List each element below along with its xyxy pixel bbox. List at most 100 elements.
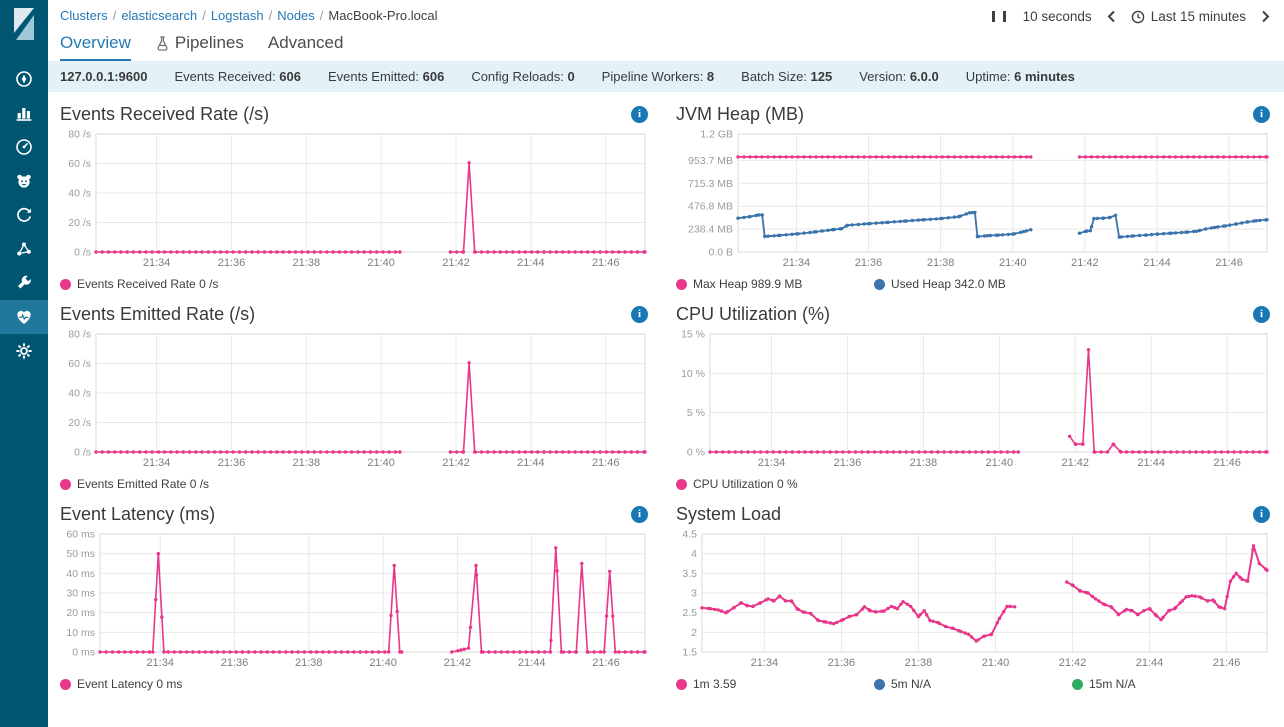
svg-text:21:46: 21:46 bbox=[592, 257, 620, 269]
sidebar-item-discover[interactable] bbox=[0, 62, 48, 96]
sidebar-item-monitoring[interactable] bbox=[0, 300, 48, 334]
chart-legend: Events Emitted Rate 0 /s bbox=[60, 474, 648, 491]
breadcrumb-link[interactable]: Logstash bbox=[210, 8, 264, 23]
svg-text:40 /s: 40 /s bbox=[68, 388, 91, 400]
svg-text:21:42: 21:42 bbox=[1059, 657, 1087, 669]
legend-label: Events Received Rate 0 /s bbox=[77, 277, 219, 291]
pause-button[interactable] bbox=[991, 11, 1008, 22]
svg-text:10 ms: 10 ms bbox=[66, 627, 95, 639]
chart-title: Events Emitted Rate (/s) bbox=[60, 303, 256, 324]
beaker-icon bbox=[157, 35, 168, 51]
info-icon[interactable]: i bbox=[631, 305, 648, 323]
svg-text:0 /s: 0 /s bbox=[74, 247, 91, 259]
svg-text:21:46: 21:46 bbox=[1213, 457, 1241, 469]
chevron-left-icon[interactable] bbox=[1107, 10, 1116, 23]
breadcrumb-link[interactable]: Nodes bbox=[277, 8, 315, 23]
legend-item[interactable]: Used Heap 342.0 MB bbox=[874, 277, 1072, 291]
tab-pipelines[interactable]: Pipelines bbox=[155, 33, 244, 61]
svg-text:21:42: 21:42 bbox=[1071, 257, 1099, 269]
svg-text:50 ms: 50 ms bbox=[66, 548, 95, 560]
svg-text:3.5: 3.5 bbox=[682, 568, 697, 580]
sidebar-item-timelion[interactable] bbox=[0, 164, 48, 198]
status-transport-address: 127.0.0.1:9600 bbox=[60, 69, 148, 84]
legend-item[interactable]: 5m N/A bbox=[874, 677, 1072, 691]
line-chart-jvm-heap[interactable]: 0.0 B 238.4 MB 476.8 MB 715.3 MB 953.7 MB 1.2… bbox=[676, 128, 1270, 274]
line-chart-event-latency[interactable]: 0 ms 10 ms 20 ms 30 ms 40 ms 50 ms 60 ms 21:34 2… bbox=[60, 528, 648, 674]
svg-text:21:38: 21:38 bbox=[295, 657, 323, 669]
refresh-interval[interactable]: 10 seconds bbox=[1022, 9, 1092, 24]
tab-label: Advanced bbox=[267, 33, 344, 52]
svg-text:21:46: 21:46 bbox=[592, 457, 620, 469]
svg-text:953.7 MB: 953.7 MB bbox=[688, 155, 733, 167]
lion-icon bbox=[17, 174, 31, 188]
breadcrumb-link[interactable]: elasticsearch bbox=[121, 8, 198, 23]
svg-text:21:34: 21:34 bbox=[751, 657, 779, 669]
line-chart-events-emitted-rate[interactable]: 0 /s 20 /s 40 /s 60 /s 80 /s 21:34 21:36 21:38 2… bbox=[60, 328, 648, 474]
legend-item[interactable]: Events Received Rate 0 /s bbox=[60, 277, 256, 291]
svg-text:80 /s: 80 /s bbox=[68, 129, 91, 141]
chart-title: JVM Heap (MB) bbox=[676, 103, 805, 124]
heart-pulse-icon bbox=[17, 310, 31, 324]
svg-text:21:40: 21:40 bbox=[367, 457, 395, 469]
svg-text:30 ms: 30 ms bbox=[66, 588, 95, 600]
svg-text:21:46: 21:46 bbox=[1215, 257, 1243, 269]
svg-text:80 /s: 80 /s bbox=[68, 329, 91, 341]
legend-item[interactable]: CPU Utilization 0 % bbox=[676, 477, 874, 491]
legend-item[interactable]: 15m N/A bbox=[1072, 677, 1270, 691]
svg-text:15 %: 15 % bbox=[681, 329, 705, 341]
legend-dot-icon bbox=[60, 478, 71, 490]
info-icon[interactable]: i bbox=[1253, 305, 1270, 323]
sidebar-item-machine-learning[interactable] bbox=[0, 232, 48, 266]
svg-text:4: 4 bbox=[691, 548, 697, 560]
info-icon[interactable]: i bbox=[631, 505, 648, 523]
svg-text:21:36: 21:36 bbox=[218, 257, 246, 269]
sidebar-item-visualize[interactable] bbox=[0, 96, 48, 130]
legend-item[interactable]: 1m 3.59 bbox=[676, 677, 874, 691]
svg-text:21:34: 21:34 bbox=[758, 457, 786, 469]
svg-text:5 %: 5 % bbox=[687, 407, 705, 419]
kibana-logo[interactable] bbox=[0, 0, 48, 48]
sidebar-item-graph[interactable] bbox=[0, 198, 48, 232]
breadcrumb-separator: / bbox=[202, 8, 206, 23]
chart-panel-jvm-heap: JVM Heap (MB) i 0.0 B 238.4 MB 476.8 MB 715.… bbox=[676, 100, 1270, 294]
tab-overview[interactable]: Overview bbox=[60, 33, 131, 61]
line-chart-cpu-utilization[interactable]: 0 % 5 % 10 % 15 % 21:34 21:36 21:38 21:40 21:42 2… bbox=[676, 328, 1270, 474]
chart-title: CPU Utilization (%) bbox=[676, 303, 831, 324]
svg-text:21:42: 21:42 bbox=[1061, 457, 1089, 469]
app-sidebar bbox=[0, 0, 48, 727]
legend-label: CPU Utilization 0 % bbox=[693, 477, 798, 491]
svg-text:2: 2 bbox=[691, 627, 697, 639]
info-icon[interactable]: i bbox=[1253, 105, 1270, 123]
sidebar-item-dev-tools[interactable] bbox=[0, 266, 48, 300]
tab-advanced[interactable]: Advanced bbox=[268, 33, 344, 61]
svg-text:21:34: 21:34 bbox=[143, 457, 171, 469]
tab-label: Overview bbox=[60, 33, 131, 52]
svg-text:20 ms: 20 ms bbox=[66, 607, 95, 619]
clock-icon bbox=[1131, 10, 1144, 23]
legend-item[interactable]: Events Emitted Rate 0 /s bbox=[60, 477, 256, 491]
svg-text:21:46: 21:46 bbox=[592, 657, 620, 669]
sidebar-item-management[interactable] bbox=[0, 334, 48, 368]
info-icon[interactable]: i bbox=[1253, 505, 1270, 523]
time-range-label: Last 15 minutes bbox=[1150, 9, 1246, 24]
chevron-right-icon[interactable] bbox=[1261, 10, 1270, 23]
time-range-picker[interactable]: Last 15 minutes bbox=[1131, 9, 1246, 24]
line-chart-system-load[interactable]: 1.5 2 2.5 3 3.5 4 4.5 21:34 21:36 21:38 21:40 21:42… bbox=[676, 528, 1270, 674]
chart-legend: Event Latency 0 ms bbox=[60, 674, 648, 691]
sidebar-nav bbox=[0, 62, 48, 368]
svg-text:60 /s: 60 /s bbox=[68, 158, 91, 170]
legend-item[interactable]: Event Latency 0 ms bbox=[60, 677, 256, 691]
line-chart-events-received-rate[interactable]: 0 /s 20 /s 40 /s 60 /s 80 /s 21:34 21:36 21:38 2… bbox=[60, 128, 648, 274]
bar-chart-icon bbox=[16, 108, 32, 121]
breadcrumb-link[interactable]: Clusters bbox=[60, 8, 108, 23]
sidebar-item-dashboard[interactable] bbox=[0, 130, 48, 164]
legend-dot-icon bbox=[1072, 678, 1083, 690]
status-version: Version: 6.0.0 bbox=[859, 69, 939, 84]
info-icon[interactable]: i bbox=[631, 105, 648, 123]
svg-text:4.5: 4.5 bbox=[682, 529, 697, 541]
legend-item[interactable]: Max Heap 989.9 MB bbox=[676, 277, 874, 291]
svg-text:21:36: 21:36 bbox=[828, 657, 856, 669]
status-config-reloads: Config Reloads: 0 bbox=[471, 69, 575, 84]
chart-panel-cpu-utilization: CPU Utilization (%) i 0 % 5 % 10 % 15 % 21:34… bbox=[676, 300, 1270, 494]
charts-grid: Events Received Rate (/s) i 0 /s 20 /s 40 /… bbox=[48, 92, 1284, 694]
